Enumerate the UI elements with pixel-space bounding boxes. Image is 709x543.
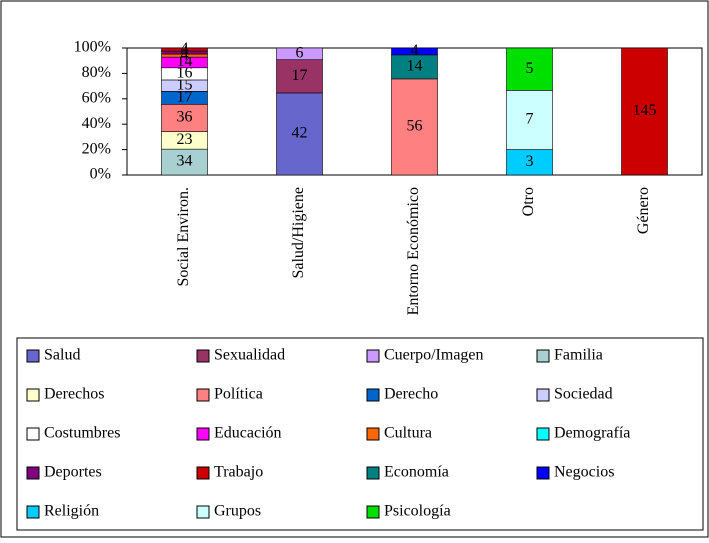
data-label: 4 <box>181 40 189 57</box>
data-label: 34 <box>177 153 193 170</box>
bar-segment <box>391 47 438 56</box>
bar-segment <box>621 47 668 176</box>
legend-label: Religión <box>44 503 99 520</box>
legend-label: Educación <box>214 425 282 442</box>
bar-segment <box>276 47 323 61</box>
legend-swatch <box>196 427 210 441</box>
legend-label: Grupos <box>214 503 261 520</box>
data-label: 145 <box>633 102 657 119</box>
y-tick-label: 60% <box>82 89 111 106</box>
data-label: 3 <box>526 153 534 170</box>
legend-label: Sociedad <box>554 386 613 403</box>
data-label: 42 <box>292 125 308 142</box>
legend-swatch <box>536 427 550 441</box>
data-label: 4 <box>181 46 189 63</box>
legend-swatch <box>366 505 380 519</box>
x-tick-label: Social Environ. <box>175 187 192 287</box>
legend-label: Economía <box>384 464 449 481</box>
legend-label: Demografía <box>554 425 630 442</box>
data-label: 14 <box>407 58 423 75</box>
bar-segment <box>161 47 208 52</box>
data-label: 17 <box>177 88 193 105</box>
x-tick-label: Otro <box>520 187 537 216</box>
bar-segment <box>161 103 208 132</box>
data-label: 16 <box>177 65 193 82</box>
data-label: 4 <box>181 43 189 60</box>
legend-label: Política <box>214 386 263 403</box>
legend-label: Negocios <box>554 464 614 481</box>
bar-segment <box>391 54 438 80</box>
bar-segment <box>276 59 323 94</box>
bar-segment <box>391 78 438 176</box>
data-label: 15 <box>177 76 193 93</box>
y-tick-label: 80% <box>82 64 111 81</box>
legend-label: Salud <box>44 347 80 364</box>
data-label: 56 <box>407 118 423 135</box>
data-label: 5 <box>526 60 534 77</box>
legend-swatch <box>26 388 40 402</box>
legend-label: Cultura <box>384 425 432 442</box>
data-label: 7 <box>526 111 534 128</box>
data-label: 36 <box>177 109 193 126</box>
legend-label: Psicología <box>384 503 451 520</box>
legend-swatch <box>366 466 380 480</box>
bar-segment <box>506 90 553 150</box>
bar-segment <box>506 47 553 91</box>
legend-label: Deportes <box>44 464 102 481</box>
x-tick-label: Entorno Económico <box>405 187 422 315</box>
legend-swatch <box>26 466 40 480</box>
legend-swatch <box>26 349 40 363</box>
legend-box <box>16 337 704 531</box>
legend-label: Derecho <box>384 386 438 403</box>
legend-swatch <box>196 466 210 480</box>
legend-swatch <box>196 388 210 402</box>
legend-swatch <box>536 466 550 480</box>
y-tick-label: 20% <box>82 140 111 157</box>
legend-label: Sexualidad <box>214 347 285 364</box>
legend-swatch <box>366 349 380 363</box>
legend-swatch <box>196 505 210 519</box>
legend-label: Derechos <box>44 386 104 403</box>
x-tick-label: Género <box>635 187 652 234</box>
legend-label: Costumbres <box>44 425 120 442</box>
legend-swatch <box>366 427 380 441</box>
data-label: 4 <box>411 42 419 59</box>
legend-swatch <box>366 388 380 402</box>
legend-label: Cuerpo/Imagen <box>384 347 484 364</box>
data-label: 23 <box>177 131 193 148</box>
x-tick-label: Salud/Higiene <box>290 187 307 279</box>
legend-swatch <box>536 349 550 363</box>
y-tick-label: 40% <box>82 115 111 132</box>
legend-label: Familia <box>554 347 603 364</box>
legend-swatch <box>196 349 210 363</box>
y-tick-label: 100% <box>74 39 111 56</box>
data-label: 17 <box>292 67 308 84</box>
legend-swatch <box>26 427 40 441</box>
y-tick-label: 0% <box>90 166 111 183</box>
legend-swatch <box>536 388 550 402</box>
legend-swatch <box>26 505 40 519</box>
legend-label: Trabajo <box>214 464 263 481</box>
data-label: 6 <box>296 45 304 62</box>
